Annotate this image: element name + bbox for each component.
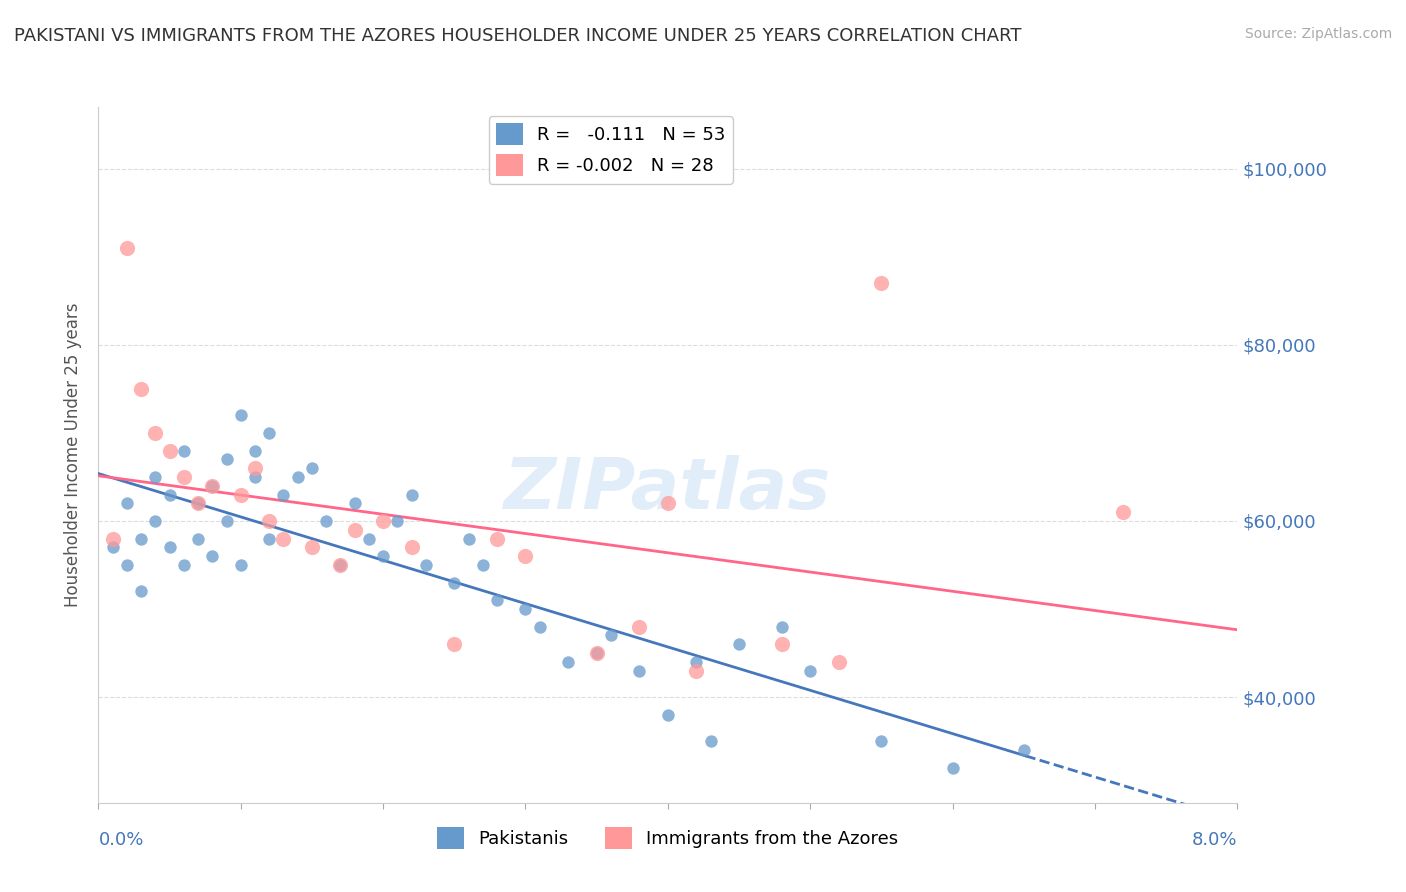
Point [685,655,707,669]
Text: ZIPatlas: ZIPatlas [505,455,831,524]
Point [159,541,181,555]
Point [942,761,965,775]
Point [870,276,893,290]
Point [259,425,281,440]
Point [585,646,607,660]
Point [799,664,821,678]
Point [201,479,224,493]
Point [229,409,252,423]
Point [115,496,138,510]
Point [387,514,409,528]
Point [259,514,281,528]
Point [215,452,238,467]
Point [173,470,195,484]
Point [301,461,323,475]
Point [870,734,893,748]
Point [515,549,537,564]
Point [145,470,167,484]
Text: 0.0%: 0.0% [98,830,143,848]
Point [728,637,751,651]
Point [1012,743,1035,757]
Point [187,496,209,510]
Point [770,637,793,651]
Point [259,532,281,546]
Point [129,532,152,546]
Point [1112,505,1135,519]
Point [770,620,793,634]
Point [243,461,266,475]
Point [145,425,167,440]
Point [401,541,423,555]
Point [486,532,509,546]
Point [628,664,651,678]
Point [159,443,181,458]
Point [315,514,337,528]
Point [443,637,465,651]
Point [301,541,323,555]
Point [657,496,679,510]
Point [129,382,152,396]
Point [415,558,437,572]
Point [187,532,209,546]
Point [201,479,224,493]
Text: PAKISTANI VS IMMIGRANTS FROM THE AZORES HOUSEHOLDER INCOME UNDER 25 YEARS CORREL: PAKISTANI VS IMMIGRANTS FROM THE AZORES … [14,27,1022,45]
Point [828,655,851,669]
Point [699,734,721,748]
Point [273,487,295,501]
Point [471,558,494,572]
Point [401,487,423,501]
Point [173,443,195,458]
Point [343,523,366,537]
Point [371,514,394,528]
Point [173,558,195,572]
Point [101,532,124,546]
Point [229,487,252,501]
Point [273,532,295,546]
Point [101,541,124,555]
Point [585,646,607,660]
Point [229,558,252,572]
Point [243,443,266,458]
Point [343,496,366,510]
Point [243,470,266,484]
Point [557,655,579,669]
Point [457,532,479,546]
Legend: Pakistanis, Immigrants from the Azores: Pakistanis, Immigrants from the Azores [430,820,905,856]
Point [201,549,224,564]
Point [145,514,167,528]
Point [329,558,352,572]
Text: Source: ZipAtlas.com: Source: ZipAtlas.com [1244,27,1392,41]
Point [486,593,509,607]
Point [515,602,537,616]
Point [443,575,465,590]
Point [628,620,651,634]
Point [115,558,138,572]
Point [657,707,679,722]
Text: 8.0%: 8.0% [1192,830,1237,848]
Point [159,487,181,501]
Point [215,514,238,528]
Y-axis label: Householder Income Under 25 years: Householder Income Under 25 years [65,302,83,607]
Point [600,628,623,642]
Point [129,584,152,599]
Point [529,620,551,634]
Point [357,532,380,546]
Point [371,549,394,564]
Point [187,496,209,510]
Point [329,558,352,572]
Point [115,241,138,255]
Point [287,470,309,484]
Point [685,664,707,678]
